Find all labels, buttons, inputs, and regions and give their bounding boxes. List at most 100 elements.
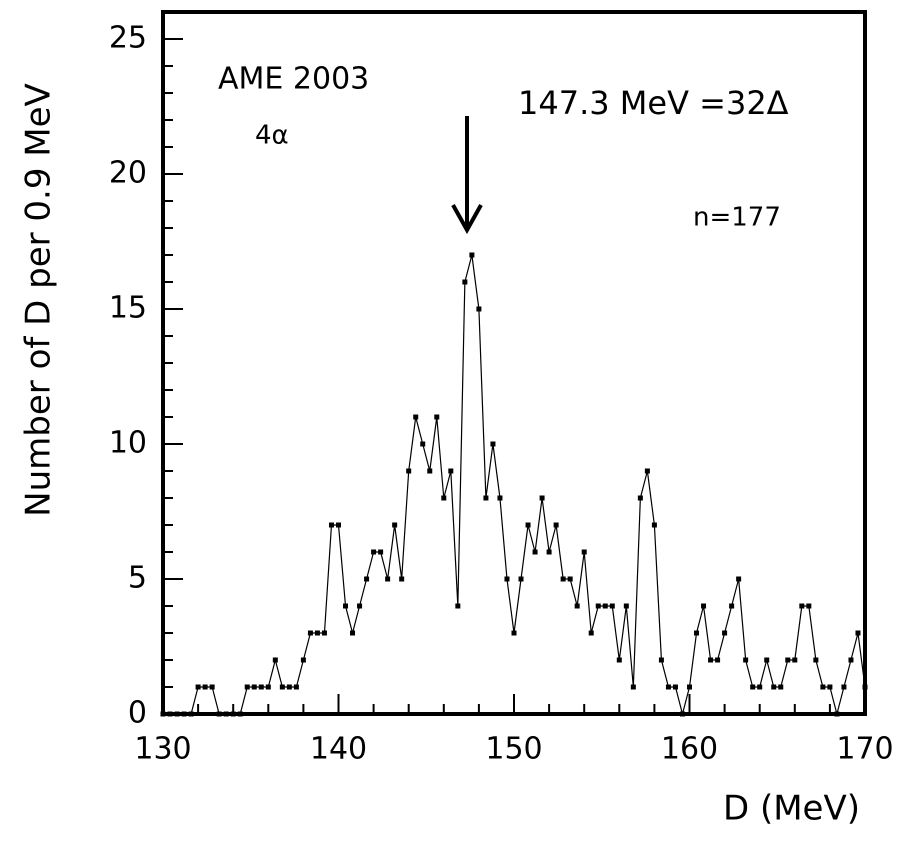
data-point <box>272 657 278 663</box>
data-point <box>223 711 229 717</box>
data-point <box>820 684 826 690</box>
data-point <box>687 684 692 690</box>
data-point <box>855 630 861 636</box>
data-point <box>602 603 608 609</box>
data-point <box>160 711 166 717</box>
data-point <box>574 603 580 609</box>
data-point <box>385 576 391 582</box>
data-point <box>778 684 784 690</box>
data-point <box>806 603 812 609</box>
y-tick-label: 5 <box>128 561 147 596</box>
data-point <box>455 603 461 609</box>
data-point <box>644 468 650 474</box>
data-point <box>195 684 201 690</box>
annotation: AME 2003 <box>218 62 369 97</box>
data-point <box>834 711 840 717</box>
y-tick-label: 0 <box>128 696 147 731</box>
data-point <box>518 576 524 582</box>
annotation: 4α <box>255 121 289 151</box>
data-point <box>286 684 292 690</box>
data-line <box>163 254 866 717</box>
data-point <box>174 711 180 717</box>
data-point <box>616 657 622 663</box>
data-point <box>413 414 419 420</box>
x-tick-label: 170 <box>836 732 893 767</box>
data-point <box>827 684 833 690</box>
x-tick-label: 160 <box>661 732 718 767</box>
data-point <box>637 495 643 501</box>
annotation: 147.3 MeV =32Δ <box>518 84 789 122</box>
y-tick-label: 10 <box>109 426 147 461</box>
data-point <box>623 603 629 609</box>
data-point <box>371 549 377 555</box>
data-point <box>427 468 433 474</box>
data-point <box>588 630 594 636</box>
y-tick-label: 15 <box>109 291 147 326</box>
data-point <box>743 657 749 663</box>
data-point <box>244 684 250 690</box>
data-point <box>441 495 447 501</box>
data-point <box>434 414 440 420</box>
data-point <box>722 630 728 636</box>
data-point <box>420 441 426 447</box>
data-point <box>672 684 678 690</box>
data-point <box>771 684 777 690</box>
x-axis-label: D (MeV) <box>723 789 860 829</box>
data-point <box>567 576 573 582</box>
data-point <box>694 630 700 636</box>
data-point <box>343 603 349 609</box>
data-point <box>181 711 187 717</box>
data-point <box>490 441 496 447</box>
x-tick-label: 150 <box>485 732 542 767</box>
data-point <box>708 657 714 663</box>
data-point <box>483 495 489 501</box>
data-point <box>314 630 320 636</box>
data-point <box>630 684 636 690</box>
data-point <box>581 549 587 555</box>
data-point <box>750 684 756 690</box>
data-point <box>813 657 819 663</box>
data-point <box>188 711 194 717</box>
data-point <box>300 657 306 663</box>
data-point <box>764 657 770 663</box>
data-point <box>265 684 271 690</box>
data-point <box>462 279 468 285</box>
data-point <box>532 549 538 555</box>
data-point <box>665 684 671 690</box>
data-point <box>209 684 215 690</box>
data-point <box>841 684 847 690</box>
data-point <box>679 711 685 717</box>
data-point <box>251 684 257 690</box>
data-point <box>497 495 503 501</box>
data-point <box>729 603 735 609</box>
x-tick-label: 130 <box>134 732 191 767</box>
data-point <box>785 657 791 663</box>
data-point <box>448 468 454 474</box>
data-point <box>279 684 285 690</box>
y-tick-label: 25 <box>109 21 147 56</box>
data-point <box>336 522 341 528</box>
data-point <box>504 576 510 582</box>
data-point <box>357 603 363 609</box>
data-point <box>799 603 805 609</box>
data-point <box>701 603 707 609</box>
data-point <box>792 657 798 663</box>
data-point <box>202 684 208 690</box>
data-point <box>406 468 412 474</box>
data-point <box>321 630 327 636</box>
data-point <box>658 657 664 663</box>
data-point <box>476 306 482 312</box>
data-point <box>715 657 721 663</box>
data-point <box>469 252 475 258</box>
data-point <box>378 549 384 555</box>
data-point <box>258 684 264 690</box>
data-point <box>237 711 243 717</box>
data-point <box>328 522 334 528</box>
data-point <box>293 684 299 690</box>
data-point <box>595 603 601 609</box>
data-point <box>350 630 356 636</box>
y-axis-label: Number of D per 0.9 MeV <box>19 83 59 517</box>
data-point <box>539 495 545 501</box>
